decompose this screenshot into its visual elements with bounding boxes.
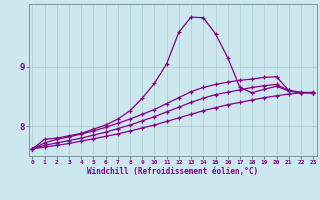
X-axis label: Windchill (Refroidissement éolien,°C): Windchill (Refroidissement éolien,°C) <box>87 167 258 176</box>
